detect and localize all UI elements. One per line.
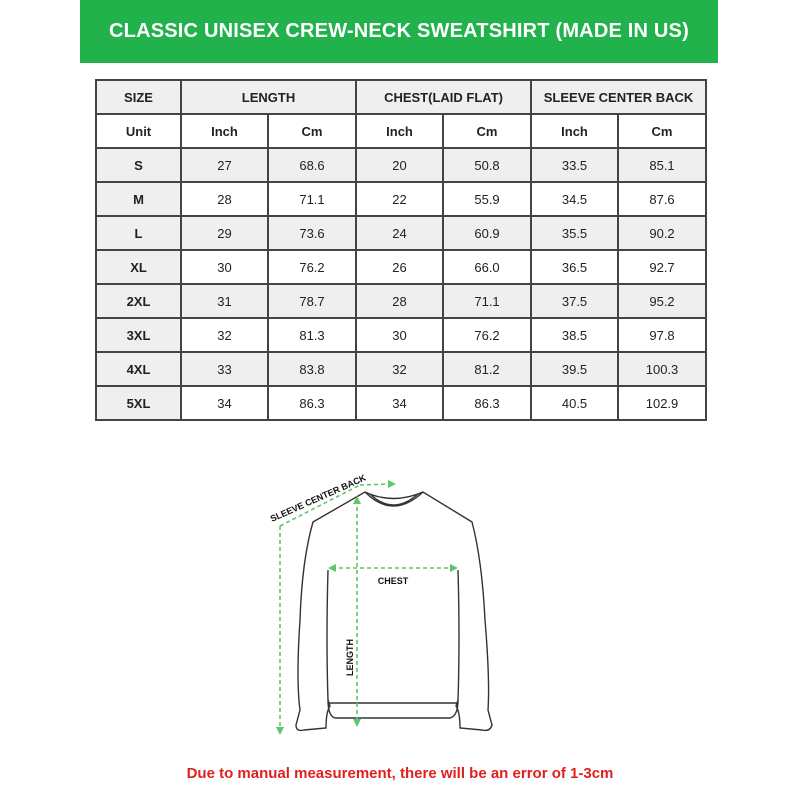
- size-cell: M: [95, 181, 182, 217]
- length-label: LENGTH: [345, 639, 355, 676]
- table-row: 3XL 32 81.3 30 76.2 38.5 97.8: [95, 317, 708, 353]
- value-cell: 29: [180, 215, 269, 251]
- size-cell: 2XL: [95, 283, 182, 319]
- value-cell: 76.2: [442, 317, 533, 353]
- value-cell: 30: [355, 317, 445, 353]
- table-row: L 29 73.6 24 60.9 35.5 90.2: [95, 215, 708, 251]
- value-cell: 100.3: [617, 351, 708, 387]
- value-cell: 33: [180, 351, 269, 387]
- value-cell: 36.5: [530, 249, 620, 285]
- table-row: XL 30 76.2 26 66.0 36.5 92.7: [95, 249, 708, 285]
- unit-cell: Cm: [266, 113, 358, 149]
- value-cell: 26: [355, 249, 445, 285]
- sleeve-label: SLEEVE CENTER BACK: [269, 472, 368, 523]
- unit-cell: Inch: [530, 113, 620, 149]
- size-cell: XL: [95, 249, 182, 285]
- value-cell: 76.2: [266, 249, 358, 285]
- table-row: S 27 68.6 20 50.8 33.5 85.1: [95, 147, 708, 183]
- value-cell: 73.6: [266, 215, 358, 251]
- value-cell: 28: [180, 181, 269, 217]
- value-cell: 92.7: [617, 249, 708, 285]
- header-row: SIZE LENGTH CHEST(LAID FLAT) SLEEVE CENT…: [95, 79, 708, 115]
- unit-cell: Cm: [442, 113, 533, 149]
- unit-cell: Unit: [95, 113, 182, 149]
- value-cell: 32: [355, 351, 445, 387]
- value-cell: 38.5: [530, 317, 620, 353]
- value-cell: 60.9: [442, 215, 533, 251]
- value-cell: 55.9: [442, 181, 533, 217]
- value-cell: 34: [180, 385, 269, 421]
- table-row: 2XL 31 78.7 28 71.1 37.5 95.2: [95, 283, 708, 319]
- value-cell: 68.6: [266, 147, 358, 183]
- value-cell: 34: [355, 385, 445, 421]
- value-cell: 81.3: [266, 317, 358, 353]
- value-cell: 33.5: [530, 147, 620, 183]
- header-length: LENGTH: [179, 79, 358, 115]
- size-cell: 3XL: [95, 317, 182, 353]
- chest-label: CHEST: [378, 576, 409, 586]
- value-cell: 86.3: [442, 385, 533, 421]
- size-cell: 4XL: [95, 351, 182, 387]
- unit-cell: Inch: [180, 113, 269, 149]
- value-cell: 86.3: [266, 385, 358, 421]
- table-row: 4XL 33 83.8 32 81.2 39.5 100.3: [95, 351, 708, 387]
- header-sleeve: SLEEVE CENTER BACK: [530, 79, 708, 115]
- measure-lines: [276, 480, 458, 735]
- value-cell: 22: [355, 181, 445, 217]
- value-cell: 37.5: [530, 283, 620, 319]
- unit-cell: Cm: [617, 113, 708, 149]
- value-cell: 20: [355, 147, 445, 183]
- sweatshirt-diagram: SLEEVE CENTER BACK CHEST LENGTH: [269, 472, 493, 735]
- value-cell: 35.5: [530, 215, 620, 251]
- value-cell: 81.2: [442, 351, 533, 387]
- value-cell: 39.5: [530, 351, 620, 387]
- value-cell: 95.2: [617, 283, 708, 319]
- header-chest: CHEST(LAID FLAT): [355, 79, 533, 115]
- size-cell: 5XL: [95, 385, 182, 421]
- title-banner: CLASSIC UNISEX CREW-NECK SWEATSHIRT (MAD…: [80, 0, 718, 63]
- value-cell: 87.6: [617, 181, 708, 217]
- value-cell: 97.8: [617, 317, 708, 353]
- header-size: SIZE: [95, 79, 182, 115]
- value-cell: 71.1: [442, 283, 533, 319]
- unit-cell: Inch: [355, 113, 445, 149]
- sweatshirt-outline: [295, 491, 493, 732]
- value-cell: 66.0: [442, 249, 533, 285]
- value-cell: 50.8: [442, 147, 533, 183]
- value-cell: 40.5: [530, 385, 620, 421]
- value-cell: 34.5: [530, 181, 620, 217]
- size-cell: L: [95, 215, 182, 251]
- value-cell: 31: [180, 283, 269, 319]
- value-cell: 90.2: [617, 215, 708, 251]
- value-cell: 30: [180, 249, 269, 285]
- value-cell: 71.1: [266, 181, 358, 217]
- title: CLASSIC UNISEX CREW-NECK SWEATSHIRT (MAD…: [109, 20, 689, 42]
- value-cell: 27: [180, 147, 269, 183]
- table-row: M 28 71.1 22 55.9 34.5 87.6: [95, 181, 708, 217]
- size-chart-table: SIZE LENGTH CHEST(LAID FLAT) SLEEVE CENT…: [95, 79, 708, 421]
- value-cell: 102.9: [617, 385, 708, 421]
- unit-row: Unit Inch Cm Inch Cm Inch Cm: [95, 113, 708, 149]
- value-cell: 78.7: [266, 283, 358, 319]
- value-cell: 83.8: [266, 351, 358, 387]
- value-cell: 28: [355, 283, 445, 319]
- value-cell: 85.1: [617, 147, 708, 183]
- table-row: 5XL 34 86.3 34 86.3 40.5 102.9: [95, 385, 708, 421]
- measurement-note: Due to manual measurement, there will be…: [186, 765, 614, 782]
- value-cell: 32: [180, 317, 269, 353]
- size-cell: S: [95, 147, 182, 183]
- value-cell: 24: [355, 215, 445, 251]
